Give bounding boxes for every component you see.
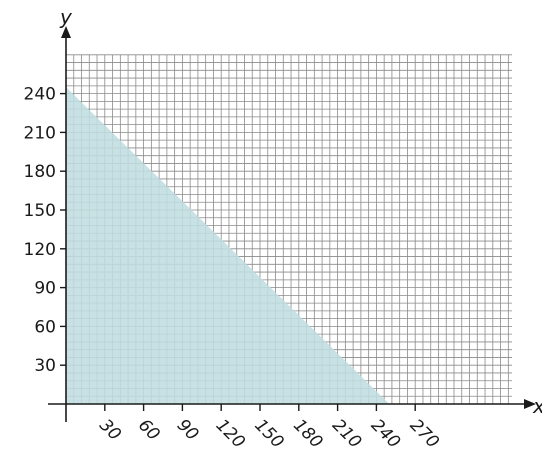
x-tick-label: 210 — [328, 415, 365, 452]
x-tick-labels: 30 60 90 120 150 180 210 240 270 — [95, 404, 443, 452]
shaded-region — [66, 87, 390, 404]
y-tick-label: 210 — [24, 123, 56, 143]
y-tick-labels: 30 60 90 120 150 180 210 240 — [24, 85, 66, 376]
y-tick-label: 180 — [24, 162, 56, 182]
x-tick-label: 90 — [173, 415, 202, 444]
y-tick-label: 90 — [34, 279, 56, 299]
x-tick-label: 30 — [95, 415, 124, 444]
x-tick-label: 270 — [406, 415, 443, 452]
y-tick-label: 120 — [24, 240, 56, 260]
y-tick-label: 30 — [34, 356, 56, 376]
x-axis-arrow — [524, 399, 536, 409]
x-tick-label: 150 — [250, 415, 287, 452]
axes — [48, 26, 536, 422]
x-axis-label: x — [532, 394, 542, 418]
x-tick-label: 60 — [134, 415, 163, 444]
y-tick-label: 60 — [34, 317, 56, 337]
y-tick-label: 150 — [24, 201, 56, 221]
y-tick-label: 240 — [24, 85, 56, 105]
x-tick-label: 120 — [212, 415, 249, 452]
y-axis-label: y — [59, 5, 73, 29]
x-tick-label: 240 — [367, 415, 404, 452]
x-tick-label: 180 — [289, 415, 326, 452]
y-axis-arrow — [61, 26, 71, 38]
